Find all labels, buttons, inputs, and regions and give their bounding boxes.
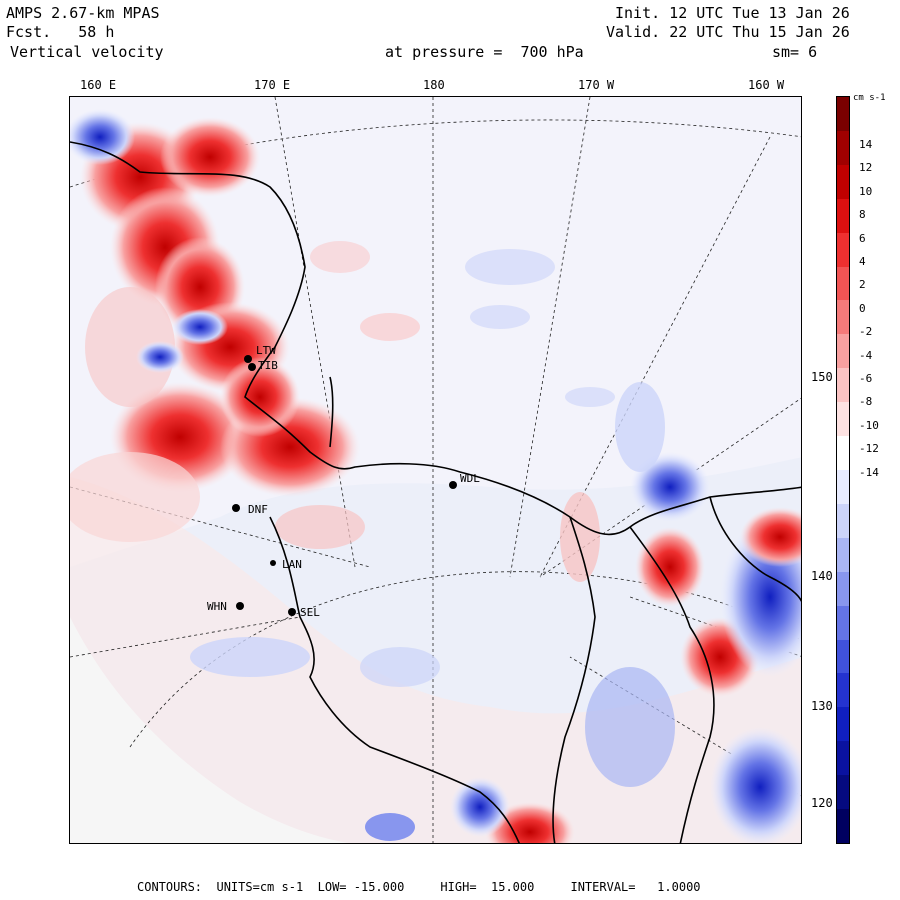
colorbar-label: 8 [859,208,866,222]
colorbar-segment [837,470,849,505]
smoothing-label: sm= 6 [772,43,818,61]
colorbar-segment [837,605,849,641]
station-dot-ltw [244,355,252,363]
colorbar-segment [837,232,849,268]
colorbar-label: 2 [859,278,866,292]
top-tick-170w: 170 W [578,78,615,92]
colorbar-segment [837,741,849,776]
colorbar-label: -10 [859,418,879,432]
station-label-sel: SEL [300,606,320,619]
outside-domain [70,617,349,843]
colorbar-segment [837,639,849,674]
pressure-level: at pressure = 700 hPa [385,43,584,61]
colorbar-label: -8 [859,395,873,409]
colorbar-segment [837,97,849,132]
forecast-hour: Fcst. 58 h [6,23,115,41]
colorbar-segment [837,436,849,471]
station-label-whn: WHN [207,600,227,613]
colorbar-label: 12 [859,161,873,175]
colorbar-label: 14 [859,138,873,151]
colorbar-segment [837,809,849,844]
colorbar-segment [837,368,849,403]
colorbar-segment [837,537,849,573]
station-dot-wdl [449,481,457,489]
station-dot-tib [248,363,256,371]
colorbar-label: 6 [859,231,866,245]
top-tick-160w: 160 W [748,78,785,92]
colorbar-segment [837,707,849,742]
variable-name: Vertical velocity [10,43,164,61]
station-label-dnf: DNF [248,503,268,516]
colorbar-label: -12 [859,442,879,456]
station-dot-whn [236,602,244,610]
colorbar-label: -6 [859,372,873,385]
velocity-field [70,109,801,843]
station-markers: LTW TIB DNF LAN WHN SEL WDL [207,344,480,619]
station-dot-sel [288,608,296,616]
colorbar-label: 0 [859,301,866,315]
colorbar-label: 10 [859,184,873,198]
top-tick-160e: 160 E [80,78,117,92]
station-label-ltw: LTW [256,344,276,357]
station-label-tib: TIB [258,359,278,372]
colorbar-segment [837,571,849,607]
colorbar-segment [837,130,849,166]
coastline [70,141,801,843]
colorbar-segment [837,266,849,301]
contour-info: CONTOURS: UNITS=cm s-1 LOW= -15.000 HIGH… [137,880,701,894]
top-tick-180: 180 [423,78,445,92]
colorbar-label: -2 [859,325,873,339]
map-panel[interactable]: LTW TIB DNF LAN WHN SEL WDL [69,96,802,844]
top-tick-170e: 170 E [254,78,291,92]
colorbar-segment [837,775,849,810]
valid-time: Valid. 22 UTC Thu 15 Jan 26 [606,23,850,41]
colorbar-segment [837,300,849,335]
map-canvas: LTW TIB DNF LAN WHN SEL WDL [70,97,801,843]
colorbar-segment [837,334,849,369]
station-dot-dnf [232,504,240,512]
station-dot-lan [270,560,276,566]
station-label-wdl: WDL [460,472,480,485]
colorbar-segment [837,198,849,234]
colorbar-units: cm s-1 [853,93,886,103]
model-title: AMPS 2.67-km MPAS [6,4,160,22]
colorbar-label: -14 [859,465,879,479]
colorbar-segment [837,503,849,539]
colorbar [836,96,850,844]
colorbar-segment [837,164,849,200]
station-label-lan: LAN [282,558,302,571]
init-time: Init. 12 UTC Tue 13 Jan 26 [615,4,850,22]
colorbar-label: -4 [859,348,873,362]
colorbar-segment [837,673,849,708]
colorbar-segment [837,402,849,437]
colorbar-label: 4 [859,255,866,268]
